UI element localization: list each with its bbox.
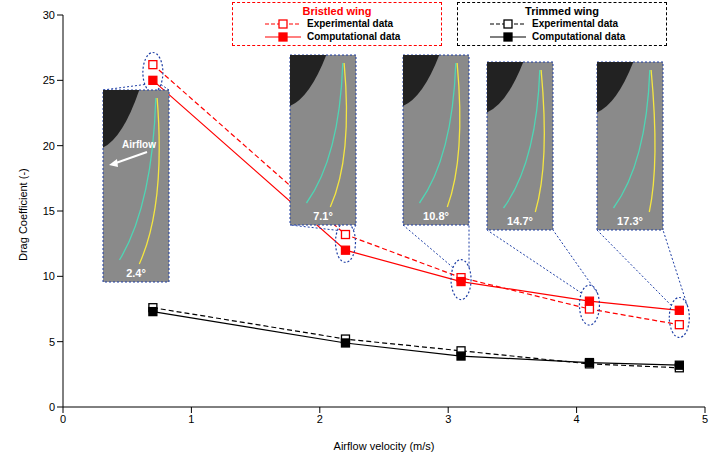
svg-text:3: 3 [445,413,451,425]
html-text:Computational data: Computational data [307,31,401,42]
svg-text:Airflow: Airflow [122,139,156,150]
svg-text:2: 2 [317,413,323,425]
svg-text:17.3°: 17.3° [617,215,643,227]
svg-text:14.7°: 14.7° [507,215,533,227]
html-text:Trimmed wing: Trimmed wing [525,5,599,17]
svg-text:30: 30 [43,9,55,21]
html-text:Experimental data: Experimental data [532,18,619,29]
svg-text:Airflow velocity (m/s): Airflow velocity (m/s) [334,440,435,452]
svg-text:4: 4 [574,413,580,425]
svg-text:Drag Coefficient (-): Drag Coefficient (-) [17,168,29,261]
svg-text:20: 20 [43,140,55,152]
svg-text:0: 0 [49,401,55,413]
svg-text:2.4°: 2.4° [126,267,146,279]
svg-text:7.1°: 7.1° [313,210,333,222]
svg-text:0: 0 [60,413,66,425]
html-text:Computational data: Computational data [532,31,626,42]
html-text:Experimental data: Experimental data [307,18,394,29]
svg-text:15: 15 [43,205,55,217]
svg-text:5: 5 [702,413,708,425]
svg-text:1: 1 [188,413,194,425]
svg-text:25: 25 [43,74,55,86]
svg-text:10.8°: 10.8° [423,210,449,222]
svg-text:5: 5 [49,336,55,348]
svg-text:10: 10 [43,270,55,282]
html-text:Bristled wing: Bristled wing [302,5,372,17]
